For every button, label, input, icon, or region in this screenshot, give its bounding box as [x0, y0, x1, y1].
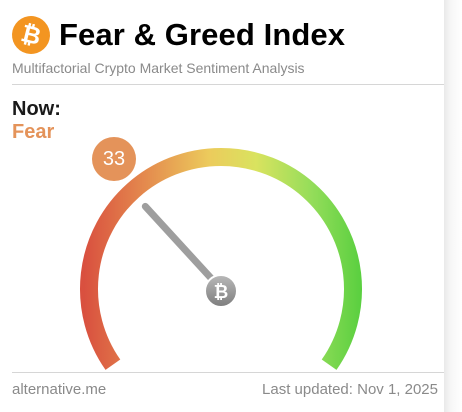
- source-link[interactable]: alternative.me: [12, 381, 107, 398]
- sentiment-classification: Fear: [12, 121, 55, 143]
- header-divider: [12, 84, 444, 85]
- now-label: Now:: [12, 98, 61, 120]
- index-value-badge: 33: [92, 137, 136, 181]
- footer-divider: [12, 372, 444, 373]
- gauge-needle: [141, 202, 225, 293]
- header: ₿ Fear & Greed Index: [7, 11, 346, 59]
- bitcoin-hub-icon: ₿: [214, 282, 229, 303]
- page-subtitle: Multifactorial Crypto Market Sentiment A…: [12, 60, 305, 76]
- index-value: 33: [102, 147, 126, 170]
- gauge-arc: [80, 148, 362, 370]
- fear-greed-card: ₿ Fear & Greed Index Multifactorial Cryp…: [7, 11, 444, 398]
- card-edge-shadow: [444, 0, 462, 412]
- gauge-hub: [204, 274, 238, 308]
- sentiment-gauge: ₿: [80, 148, 362, 370]
- last-updated: Last updated: Nov 1, 2025: [262, 381, 438, 398]
- page-title: Fear & Greed Index: [59, 17, 346, 52]
